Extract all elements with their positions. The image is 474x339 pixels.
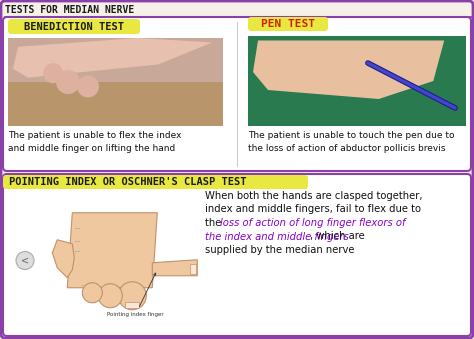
Text: When both the hands are clasped together,: When both the hands are clasped together… <box>205 191 422 201</box>
Circle shape <box>16 252 34 270</box>
FancyBboxPatch shape <box>8 19 140 34</box>
FancyBboxPatch shape <box>3 17 471 171</box>
FancyBboxPatch shape <box>3 174 471 336</box>
Polygon shape <box>67 213 157 288</box>
Text: ....: .... <box>80 282 86 287</box>
Text: Pointing index finger: Pointing index finger <box>107 273 164 317</box>
FancyBboxPatch shape <box>8 82 223 126</box>
Text: TESTS FOR MEDIAN NERVE: TESTS FOR MEDIAN NERVE <box>5 5 134 15</box>
Text: index and middle fingers, fail to flex due to: index and middle fingers, fail to flex d… <box>205 204 421 215</box>
Text: the index and middle fingers: the index and middle fingers <box>205 232 349 241</box>
FancyBboxPatch shape <box>248 17 328 31</box>
Text: The patient is unable to flex the index
and middle finger on lifting the hand: The patient is unable to flex the index … <box>8 131 182 153</box>
Text: , which are: , which are <box>310 232 365 241</box>
Circle shape <box>82 283 102 303</box>
Circle shape <box>98 284 122 308</box>
Text: supplied by the median nerve: supplied by the median nerve <box>205 245 355 255</box>
Text: ─ ─: ─ ─ <box>74 240 80 244</box>
Polygon shape <box>152 260 197 276</box>
Text: ─ ─: ─ ─ <box>74 250 80 254</box>
Polygon shape <box>253 40 444 99</box>
Text: The patient is unable to touch the pen due to
the loss of action of abductor pol: The patient is unable to touch the pen d… <box>248 131 455 153</box>
Circle shape <box>56 70 80 94</box>
Text: <: < <box>21 256 29 265</box>
Text: loss of action of long finger flexors of: loss of action of long finger flexors of <box>220 218 405 228</box>
FancyBboxPatch shape <box>3 175 308 189</box>
Circle shape <box>118 282 146 310</box>
Polygon shape <box>125 302 139 308</box>
Circle shape <box>43 63 63 83</box>
Text: ─ ─: ─ ─ <box>74 227 80 231</box>
Circle shape <box>77 75 99 97</box>
Text: BENEDICTION TEST: BENEDICTION TEST <box>24 21 124 32</box>
FancyBboxPatch shape <box>15 192 200 329</box>
Polygon shape <box>13 38 212 78</box>
Polygon shape <box>190 264 196 274</box>
Text: the: the <box>205 218 225 228</box>
Polygon shape <box>52 240 74 278</box>
Text: POINTING INDEX OR OSCHNER'S CLASP TEST: POINTING INDEX OR OSCHNER'S CLASP TEST <box>9 177 246 187</box>
Text: PEN TEST: PEN TEST <box>261 19 315 29</box>
FancyBboxPatch shape <box>248 36 466 126</box>
FancyBboxPatch shape <box>8 38 223 126</box>
